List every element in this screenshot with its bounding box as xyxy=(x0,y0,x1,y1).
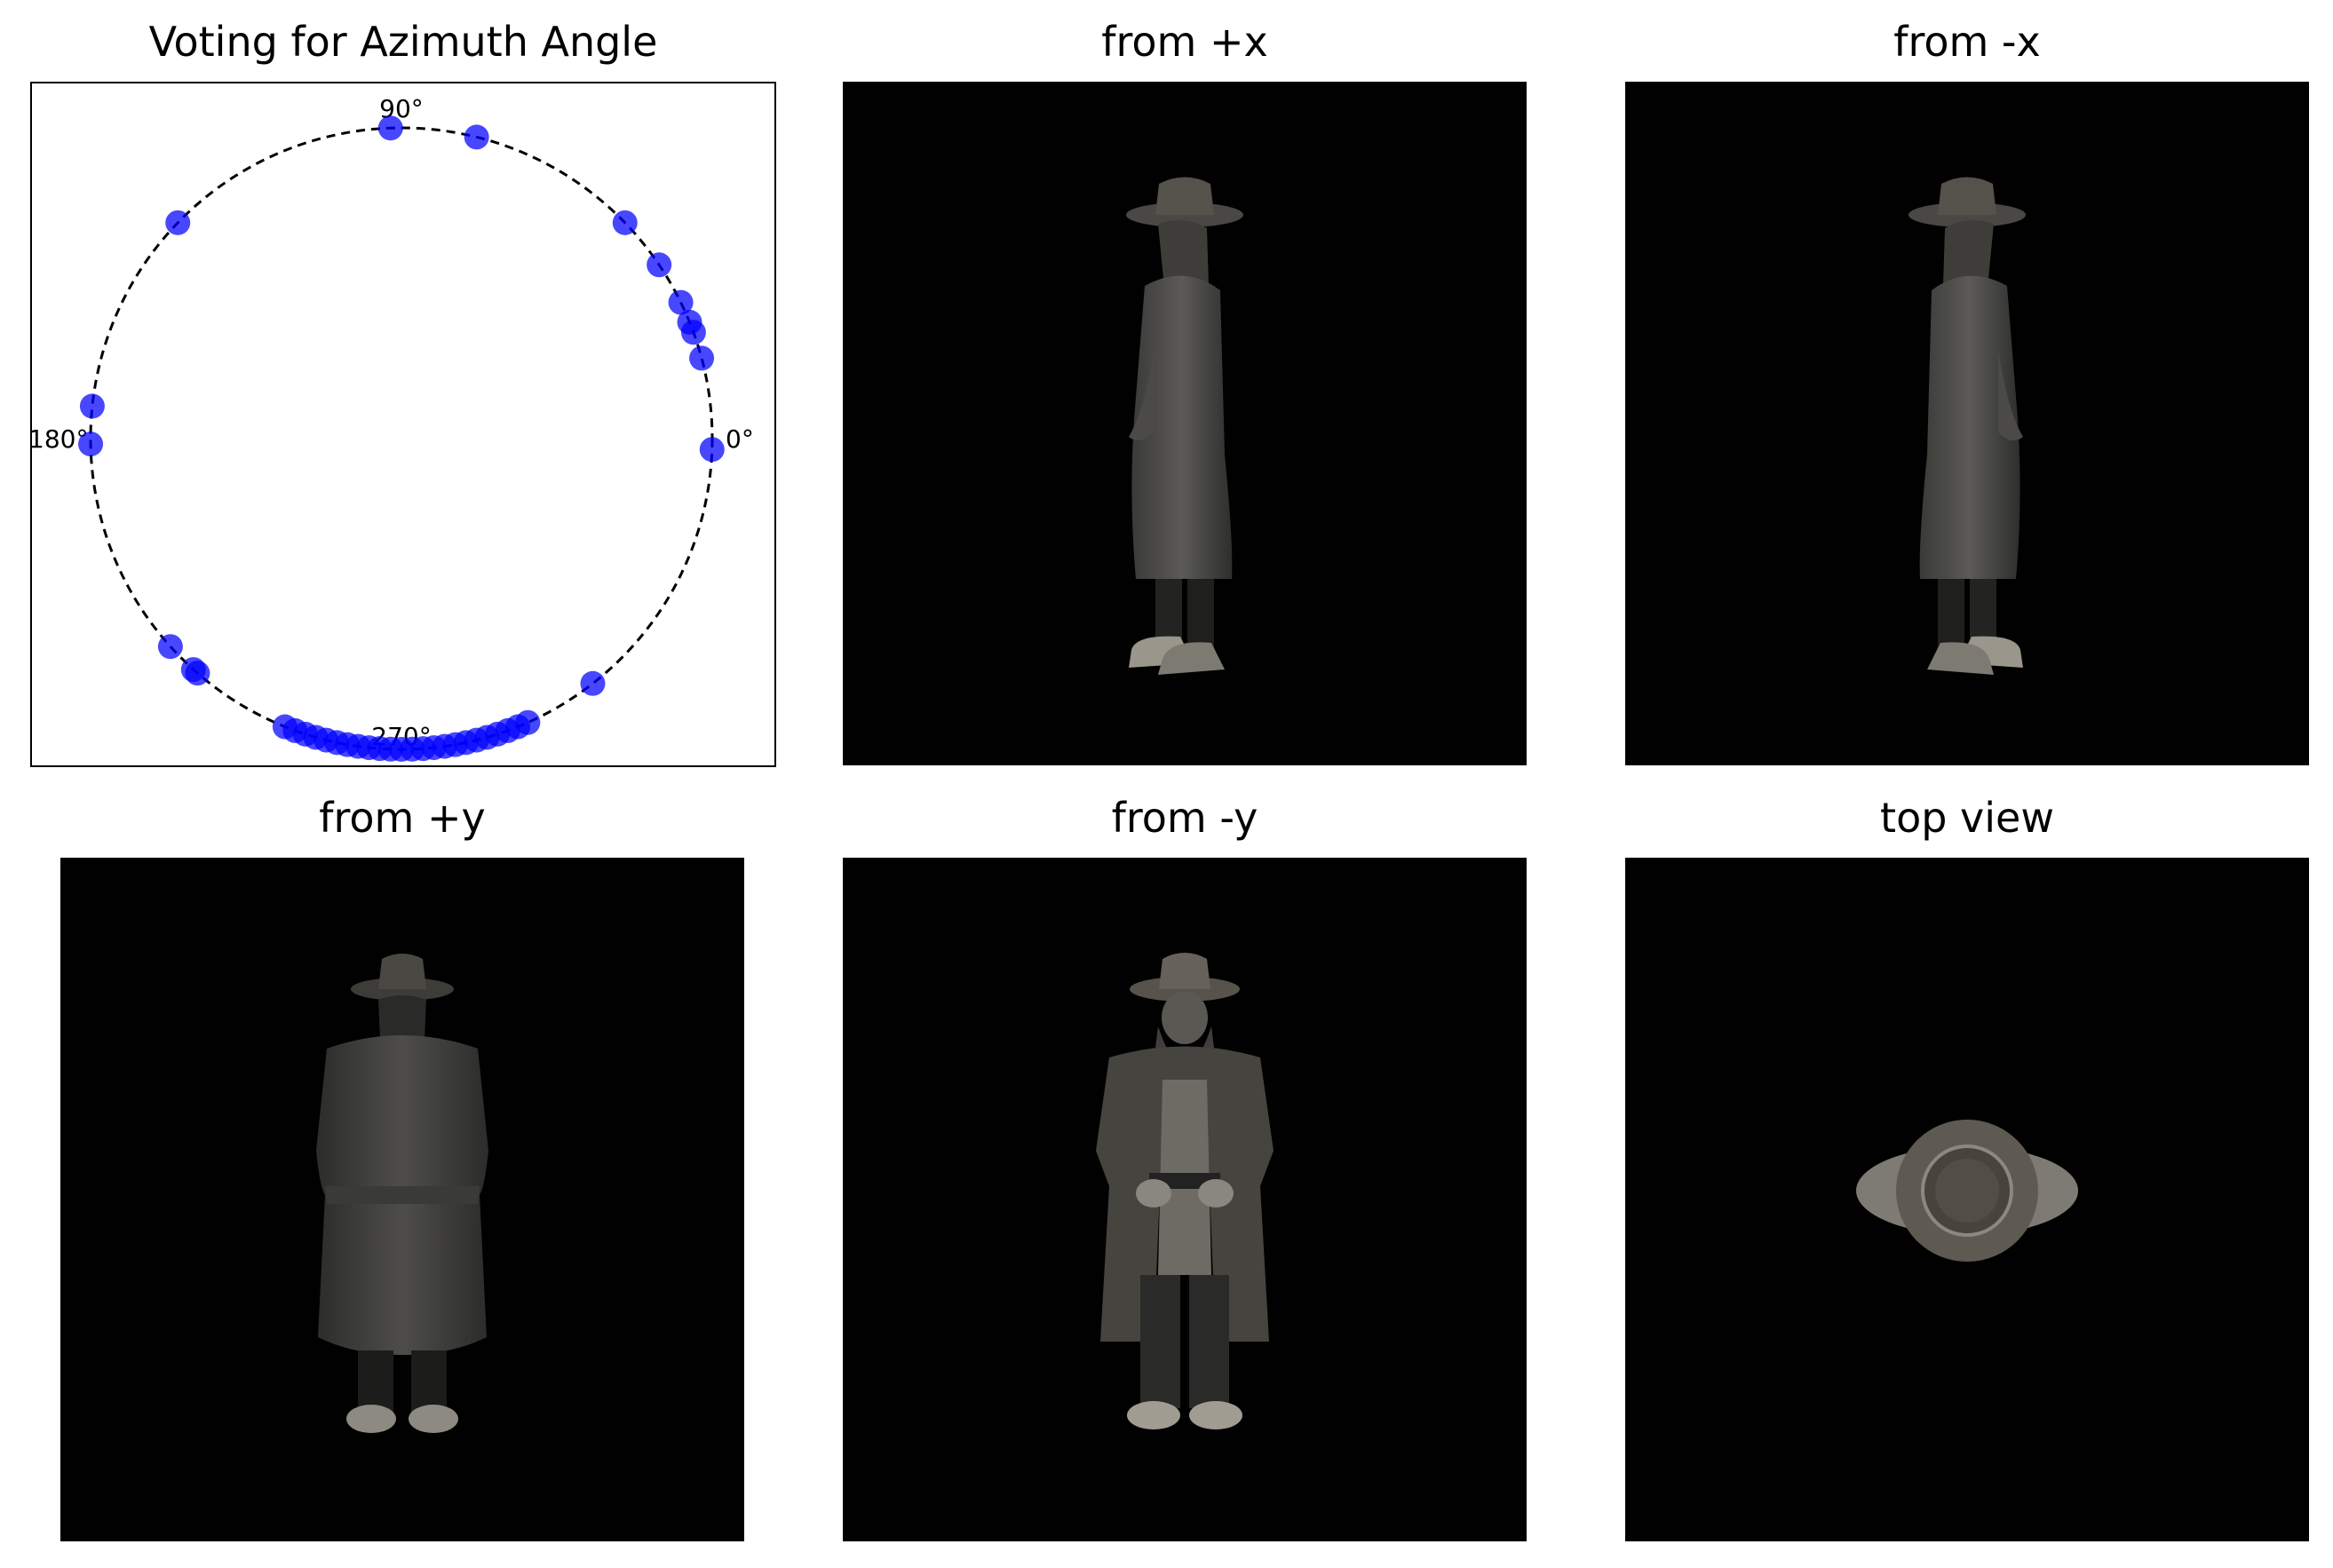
figurine-side-right-image xyxy=(1126,177,1243,675)
figurine-back-image xyxy=(316,954,488,1433)
vote-point xyxy=(185,661,210,686)
vote-point xyxy=(699,437,725,463)
panel-title-from-minus-y: from -y xyxy=(1111,794,1258,842)
vote-point xyxy=(612,210,638,235)
panel-title-azimuth: Voting for Azimuth Angle xyxy=(148,18,658,66)
view-from-minus-y xyxy=(843,858,1527,1541)
view-from-plus-y xyxy=(60,858,744,1541)
figurine-front-image xyxy=(1096,953,1274,1429)
vote-point xyxy=(79,393,105,419)
tick-label-0: 0° xyxy=(726,424,754,454)
vote-point xyxy=(647,252,672,278)
vote-point xyxy=(464,124,489,150)
panel-title-top-view: top view xyxy=(1880,794,2054,842)
figurine-side-left-image xyxy=(1908,177,2026,675)
view-from-plus-x xyxy=(843,82,1527,765)
tick-label-180: 180° xyxy=(30,424,88,454)
vote-point xyxy=(157,634,183,660)
view-from-minus-x xyxy=(1625,82,2309,765)
azimuth-voting-chart: 90° 0° 180° 270° xyxy=(30,82,776,767)
vote-point xyxy=(668,289,694,315)
vote-point xyxy=(515,709,541,735)
vote-point xyxy=(689,345,715,371)
panel-title-from-plus-y: from +y xyxy=(319,794,486,842)
panel-title-from-plus-x: from +x xyxy=(1101,18,1268,66)
plot-frame xyxy=(30,82,776,767)
figurine-top-image xyxy=(1856,1120,2078,1262)
vote-point xyxy=(78,432,104,457)
vote-point xyxy=(580,670,606,696)
vote-point xyxy=(377,115,403,141)
vote-point xyxy=(677,309,702,335)
view-top xyxy=(1625,858,2309,1541)
vote-point xyxy=(165,210,191,235)
panel-title-from-minus-x: from -x xyxy=(1893,18,2041,66)
vote-points xyxy=(78,115,725,762)
